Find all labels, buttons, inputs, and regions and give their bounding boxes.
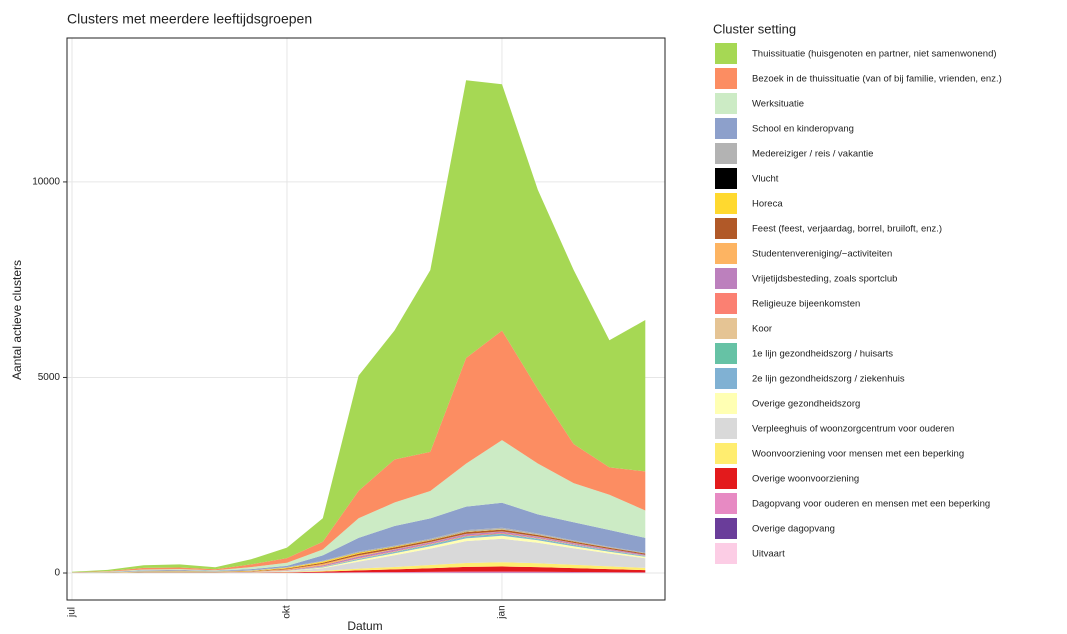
legend-label: Koor — [752, 324, 772, 335]
area — [72, 566, 646, 573]
legend-swatch — [715, 143, 737, 164]
y-tick-label: 5000 — [38, 372, 61, 383]
legend-label: School en kinderopvang — [752, 124, 854, 135]
legend-swatch — [715, 418, 737, 439]
legend-label: Religieuze bijeenkomsten — [752, 299, 860, 310]
legend-swatch — [715, 118, 737, 139]
legend-label: Feest (feest, verjaardag, borrel, bruilo… — [752, 224, 942, 235]
legend-label: Overige gezondheidszorg — [752, 399, 860, 410]
legend-swatch — [715, 543, 737, 564]
legend-swatch — [715, 168, 737, 189]
legend-swatch — [715, 493, 737, 514]
legend-label: Vrijetijdsbesteding, zoals sportclub — [752, 274, 897, 285]
legend-label: Overige dagopvang — [752, 524, 835, 535]
legend-label: 2e lijn gezondheidszorg / ziekenhuis — [752, 374, 905, 385]
legend-swatch — [715, 218, 737, 239]
y-tick-label: 10000 — [32, 177, 60, 188]
area — [72, 562, 646, 573]
plot-border — [66, 37, 666, 601]
x-tick-label: okt — [282, 605, 293, 619]
legend-label: Werksituatie — [752, 99, 804, 110]
legend-label: Thuissituatie (huisgenoten en partner, n… — [752, 49, 997, 60]
legend-swatch — [715, 318, 737, 339]
legend-label: Horeca — [752, 199, 783, 210]
legend-swatch — [715, 268, 737, 289]
area — [72, 572, 646, 573]
y-axis-label: Aantal actieve clusters — [10, 260, 24, 380]
legend-label: Woonvoorziening voor mensen met een bepe… — [752, 449, 964, 460]
x-tick-label: jul — [67, 607, 78, 618]
area — [72, 571, 646, 573]
chart-title: Clusters met meerdere leeftijdsgroepen — [67, 11, 312, 27]
x-axis-label: Datum — [347, 619, 382, 633]
legend-swatch — [715, 93, 737, 114]
y-tick-label: 0 — [54, 568, 60, 579]
legend-swatch — [715, 243, 737, 264]
legend-title: Cluster setting — [713, 21, 796, 36]
legend: Thuissituatie (huisgenoten en partner, n… — [715, 43, 1002, 564]
legend-swatch — [715, 518, 737, 539]
legend-swatch — [715, 43, 737, 64]
legend-label: Bezoek in de thuissituatie (van of bij f… — [752, 74, 1002, 85]
area — [72, 80, 646, 573]
area — [72, 502, 646, 573]
area — [72, 440, 646, 573]
legend-label: Uitvaart — [752, 549, 785, 560]
legend-label: Dagopvang voor ouderen en mensen met een… — [752, 499, 990, 510]
legend-swatch — [715, 193, 737, 214]
legend-swatch — [715, 468, 737, 489]
area — [72, 330, 646, 573]
legend-swatch — [715, 443, 737, 464]
x-tick-label: jan — [497, 605, 508, 619]
legend-label: Verpleeghuis of woonzorgcentrum voor oud… — [752, 424, 954, 435]
area — [72, 538, 646, 573]
legend-swatch — [715, 368, 737, 389]
legend-label: Medereiziger / reis / vakantie — [752, 149, 873, 160]
legend-label: Vlucht — [752, 174, 779, 185]
legend-swatch — [715, 293, 737, 314]
legend-label: 1e lijn gezondheidszorg / huisarts — [752, 349, 893, 360]
legend-swatch — [715, 393, 737, 414]
legend-swatch — [715, 343, 737, 364]
legend-swatch — [715, 68, 737, 89]
legend-label: Studentenvereniging/−activiteiten — [752, 249, 892, 260]
legend-label: Overige woonvoorziening — [752, 474, 859, 485]
areas — [72, 80, 646, 573]
